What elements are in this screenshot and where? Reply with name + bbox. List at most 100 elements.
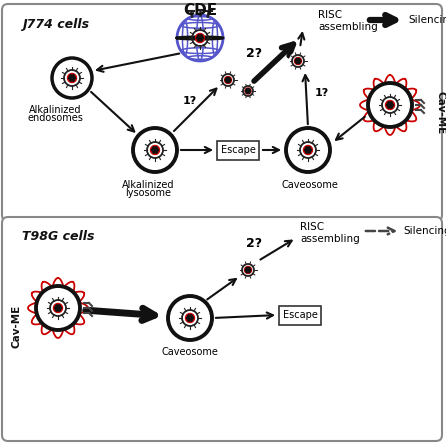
Circle shape [306, 151, 308, 153]
Circle shape [298, 58, 300, 60]
Circle shape [382, 97, 398, 113]
Circle shape [245, 88, 251, 94]
Circle shape [202, 37, 203, 39]
Circle shape [246, 89, 248, 90]
Circle shape [248, 267, 250, 269]
Circle shape [144, 139, 166, 161]
Circle shape [54, 303, 62, 312]
Text: Caveosome: Caveosome [281, 180, 339, 190]
Circle shape [392, 104, 393, 106]
Circle shape [226, 78, 228, 79]
Circle shape [368, 83, 412, 127]
Circle shape [191, 317, 194, 319]
Text: CDE: CDE [183, 3, 217, 18]
Circle shape [189, 27, 211, 49]
Text: 2?: 2? [246, 237, 262, 249]
Text: Alkalinized: Alkalinized [29, 105, 81, 115]
Circle shape [155, 151, 157, 153]
Text: Cav-ME: Cav-ME [435, 91, 445, 135]
Circle shape [226, 81, 228, 83]
Circle shape [153, 151, 155, 153]
FancyBboxPatch shape [2, 217, 442, 441]
Circle shape [297, 60, 299, 62]
Circle shape [188, 315, 190, 317]
Circle shape [292, 55, 304, 67]
Circle shape [388, 106, 390, 108]
Circle shape [379, 94, 401, 116]
Circle shape [248, 271, 250, 273]
Circle shape [219, 71, 236, 89]
Circle shape [286, 128, 330, 172]
Circle shape [310, 149, 311, 151]
Circle shape [308, 151, 310, 153]
Circle shape [154, 149, 156, 151]
Circle shape [228, 78, 230, 79]
Circle shape [177, 15, 223, 61]
Circle shape [72, 79, 74, 81]
Circle shape [70, 79, 72, 81]
Circle shape [56, 305, 58, 307]
Circle shape [150, 145, 160, 155]
Circle shape [243, 86, 253, 96]
Text: endosomes: endosomes [27, 113, 83, 123]
Circle shape [58, 309, 60, 311]
Circle shape [289, 53, 306, 70]
Text: J774 cells: J774 cells [22, 18, 89, 31]
Circle shape [71, 77, 73, 79]
Circle shape [294, 58, 301, 65]
Circle shape [307, 149, 309, 151]
Circle shape [190, 319, 192, 321]
Circle shape [249, 90, 251, 92]
FancyBboxPatch shape [2, 4, 442, 221]
Circle shape [227, 79, 229, 81]
Circle shape [190, 315, 192, 317]
Circle shape [296, 58, 298, 60]
Circle shape [198, 39, 200, 41]
Circle shape [155, 147, 157, 149]
Circle shape [306, 147, 308, 149]
Circle shape [222, 74, 234, 86]
Circle shape [168, 296, 212, 340]
Circle shape [297, 139, 319, 161]
Bar [279, 306, 321, 325]
Circle shape [189, 317, 191, 319]
Circle shape [248, 89, 250, 90]
Circle shape [308, 147, 310, 149]
Circle shape [245, 269, 247, 271]
Circle shape [240, 261, 256, 279]
Circle shape [52, 58, 92, 98]
Text: 1?: 1? [183, 96, 197, 106]
Circle shape [199, 37, 201, 39]
Circle shape [247, 90, 249, 92]
Text: Silencing: Silencing [403, 226, 446, 236]
Circle shape [197, 37, 198, 39]
Circle shape [229, 79, 231, 81]
Circle shape [186, 317, 189, 319]
Circle shape [305, 149, 306, 151]
Bar [217, 140, 259, 159]
Circle shape [133, 128, 177, 172]
Circle shape [69, 77, 70, 79]
Circle shape [387, 104, 388, 106]
Text: Escape: Escape [221, 145, 256, 155]
Circle shape [241, 84, 255, 98]
Text: lysosome: lysosome [125, 188, 171, 198]
Circle shape [295, 60, 297, 62]
Circle shape [192, 30, 208, 46]
Circle shape [228, 81, 230, 83]
Circle shape [72, 75, 74, 77]
Circle shape [246, 91, 248, 93]
Circle shape [247, 269, 249, 271]
Text: Cav-ME: Cav-ME [11, 304, 21, 348]
Circle shape [59, 307, 62, 309]
Circle shape [389, 104, 391, 106]
Circle shape [188, 319, 190, 321]
Circle shape [298, 62, 300, 64]
Circle shape [224, 77, 231, 83]
Circle shape [390, 106, 392, 108]
Circle shape [153, 147, 155, 149]
Circle shape [157, 149, 158, 151]
Circle shape [50, 300, 66, 316]
Circle shape [246, 267, 248, 269]
Text: RISC
assembling: RISC assembling [318, 10, 378, 32]
